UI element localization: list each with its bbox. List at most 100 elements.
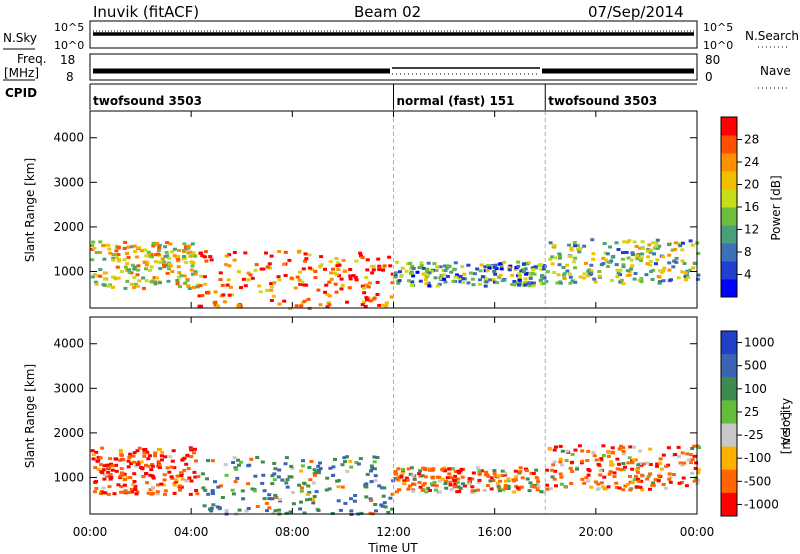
echo-cell xyxy=(431,475,436,479)
echo-cell xyxy=(500,474,505,477)
echo-cell xyxy=(172,466,177,470)
echo-cell xyxy=(558,460,563,464)
echo-cell xyxy=(539,263,544,267)
echo-cell xyxy=(210,489,215,493)
echo-cell xyxy=(233,480,238,484)
echo-cell xyxy=(681,476,686,480)
echo-cell xyxy=(645,477,650,481)
echo-cell xyxy=(550,475,555,479)
echo-cell xyxy=(609,279,614,282)
echo-cell xyxy=(162,260,167,264)
echo-cell xyxy=(639,463,644,467)
echo-cell xyxy=(693,467,698,470)
echo-cell xyxy=(298,507,303,511)
echo-cell xyxy=(373,474,378,478)
echo-cell xyxy=(110,286,115,289)
echo-cell xyxy=(457,490,462,493)
echo-cell xyxy=(192,447,197,451)
echo-cell xyxy=(252,489,257,493)
echo-cell xyxy=(556,273,561,277)
echo-cell xyxy=(690,458,695,462)
echo-cell xyxy=(179,474,184,478)
echo-cell xyxy=(100,470,104,474)
echo-cell xyxy=(394,472,399,476)
echo-cell xyxy=(302,481,307,485)
echo-cell xyxy=(502,260,507,264)
power-colorbar: 4 8 12 16 20 24 28 Power [dB] xyxy=(720,116,783,298)
echo-cell xyxy=(359,254,363,258)
echo-cell xyxy=(590,238,595,242)
echo-cell xyxy=(638,246,643,250)
echo-cell xyxy=(122,472,127,476)
echo-cell xyxy=(651,481,656,485)
echo-cell xyxy=(415,270,420,274)
echo-cell xyxy=(518,466,523,470)
echo-cell xyxy=(94,282,99,286)
colorbar-swatch xyxy=(721,117,737,136)
echo-cell xyxy=(108,457,113,461)
echo-cell xyxy=(135,490,140,494)
echo-cell xyxy=(428,468,433,472)
echo-cell xyxy=(139,460,144,464)
echo-cell xyxy=(152,276,157,280)
echo-cell xyxy=(162,263,166,267)
echo-cell xyxy=(144,463,148,467)
echo-cell xyxy=(163,255,168,259)
echo-cell xyxy=(356,462,361,466)
echo-cell xyxy=(133,484,138,488)
echo-cell xyxy=(470,485,475,489)
echo-cell xyxy=(273,509,278,513)
echo-cell xyxy=(352,499,357,503)
echo-cell xyxy=(591,257,596,261)
echo-cell xyxy=(443,280,448,284)
echo-cell xyxy=(122,483,127,487)
echo-cell xyxy=(176,265,181,269)
echo-cell xyxy=(492,280,497,284)
echo-cell xyxy=(354,461,359,464)
echo-cell xyxy=(232,456,237,460)
echo-cell xyxy=(565,269,570,273)
echo-cell xyxy=(646,255,650,259)
echo-cell xyxy=(178,488,182,492)
echo-cell xyxy=(586,479,591,483)
echo-cell xyxy=(552,460,557,464)
echo-cell xyxy=(655,462,660,466)
echo-cell xyxy=(114,463,119,467)
echo-cell xyxy=(235,476,240,480)
echo-cell xyxy=(272,478,277,482)
echo-cell xyxy=(505,485,510,488)
echo-cell xyxy=(158,281,162,285)
echo-cell xyxy=(116,245,121,249)
echo-cell xyxy=(424,490,429,494)
echo-cell xyxy=(145,260,150,264)
echo-cell xyxy=(115,256,119,260)
echo-cell xyxy=(525,477,530,481)
echo-cell xyxy=(377,484,382,488)
echo-cell xyxy=(340,485,345,489)
colorbar-tick-label: 1000 xyxy=(744,336,775,350)
echo-cell xyxy=(181,457,186,461)
echo-cell xyxy=(137,246,142,250)
echo-cell xyxy=(165,466,170,470)
echo-cell xyxy=(125,262,130,266)
station-title: Inuvik (fitACF) xyxy=(93,3,199,21)
echo-cell xyxy=(484,473,488,477)
echo-cell xyxy=(686,458,691,462)
echo-cell xyxy=(493,263,498,267)
echo-cell xyxy=(426,261,431,265)
echo-cell xyxy=(128,476,133,480)
x-tick-label: 12:00 xyxy=(376,525,411,539)
echo-cell xyxy=(231,461,236,464)
echo-cell xyxy=(496,485,501,489)
echo-cell xyxy=(133,250,138,253)
echo-cell xyxy=(616,248,621,251)
echo-cell xyxy=(298,282,303,286)
echo-cell xyxy=(630,481,635,485)
echo-cell xyxy=(293,286,298,290)
colorbar-tick-label: 16 xyxy=(744,200,759,214)
echo-cell xyxy=(360,284,365,288)
echo-cell xyxy=(129,245,134,249)
echo-cell xyxy=(217,506,222,510)
echo-cell xyxy=(131,460,136,464)
echo-cell xyxy=(400,471,405,475)
